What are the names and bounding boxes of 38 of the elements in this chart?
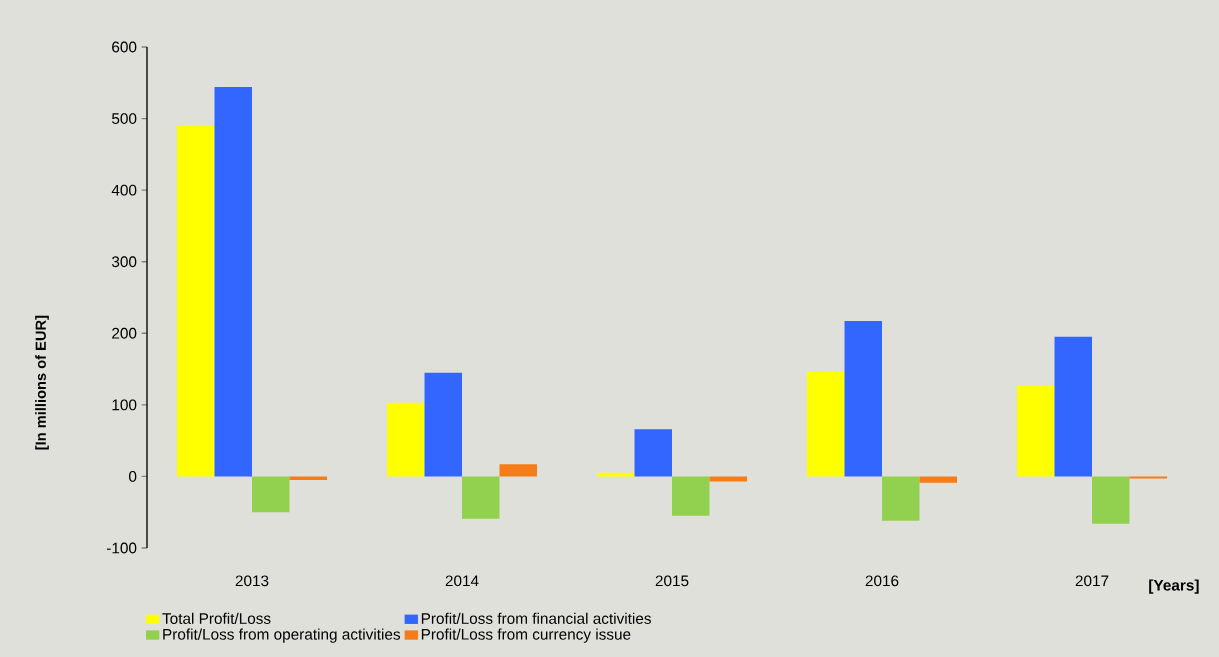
legend-label: Profit/Loss from currency issue bbox=[421, 628, 631, 643]
y-tick-label: 300 bbox=[111, 256, 137, 268]
y-tick-label: 100 bbox=[112, 399, 137, 411]
bar bbox=[177, 125, 215, 477]
legend-label: Profit/Loss from financial activities bbox=[421, 612, 651, 624]
x-tick-label: 2016 bbox=[865, 575, 899, 587]
bar bbox=[1129, 476, 1167, 479]
bar bbox=[919, 476, 957, 483]
bar bbox=[387, 402, 425, 477]
y-axis-title: [In millions of EUR] bbox=[35, 315, 49, 450]
bar bbox=[1017, 385, 1055, 477]
bar bbox=[807, 371, 845, 477]
y-tick-label: 200 bbox=[112, 327, 137, 339]
x-tick-label: 2017 bbox=[1075, 575, 1109, 587]
x-axis-title: [Years] bbox=[1149, 579, 1199, 594]
bar bbox=[1054, 336, 1093, 477]
x-tick-label: 2015 bbox=[655, 575, 689, 587]
bar bbox=[214, 87, 252, 477]
y-tick-label: 400 bbox=[111, 184, 137, 196]
y-tick-label: 0 bbox=[129, 471, 137, 482]
y-tick-label: 500 bbox=[111, 113, 137, 124]
bar bbox=[462, 476, 500, 519]
bar bbox=[499, 464, 537, 477]
bar bbox=[252, 476, 290, 513]
y-tick-label: -100 bbox=[106, 542, 137, 554]
bar bbox=[1092, 476, 1130, 524]
x-tick-label: 2013 bbox=[235, 575, 269, 587]
bar bbox=[672, 476, 710, 516]
bar bbox=[289, 476, 327, 481]
bar bbox=[424, 372, 463, 477]
bar bbox=[709, 476, 747, 482]
bar bbox=[882, 476, 920, 521]
x-tick-label: 2014 bbox=[445, 575, 479, 587]
bar bbox=[844, 321, 883, 477]
legend-label: Profit/Loss from operating activities bbox=[163, 628, 401, 643]
legend-label: Total Profit/Loss bbox=[162, 612, 271, 624]
y-tick-label: 600 bbox=[112, 41, 137, 53]
bar bbox=[634, 429, 673, 477]
